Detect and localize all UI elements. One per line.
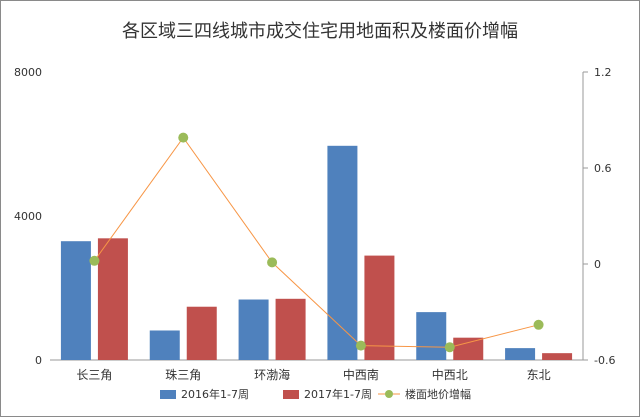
- bar-2017-2: [275, 298, 306, 360]
- legend-item-2: 楼面地价增幅: [378, 387, 471, 401]
- bar-2016-0: [60, 241, 91, 360]
- price-growth-point-5: [533, 319, 544, 330]
- right-tick-label: -0.6: [594, 354, 615, 367]
- right-tick-label: 0: [594, 258, 601, 271]
- bars: [60, 145, 573, 360]
- bar-2017-5: [542, 353, 573, 360]
- category-label: 珠三角: [165, 368, 201, 382]
- category-labels: 长三角 珠三角 环渤海 中西南 中西北 东北: [76, 367, 550, 382]
- bar-2016-5: [505, 348, 536, 360]
- legend-item-1: 2017年1-7周: [283, 387, 372, 401]
- legend-item-0: 2016年1-7周: [160, 387, 249, 401]
- price-growth-point-2: [267, 257, 278, 268]
- category-label: 环渤海: [254, 367, 290, 382]
- category-label: 中西南: [343, 367, 379, 382]
- legend-label: 2017年1-7周: [304, 387, 372, 401]
- chart-title: 各区域三四线城市成交住宅用地面积及楼面价增幅: [122, 21, 518, 42]
- bar-2016-4: [416, 312, 447, 360]
- price-growth-point-0: [89, 255, 100, 266]
- line-series: [89, 132, 544, 353]
- right-tick-label: 1.2: [594, 66, 612, 79]
- bar-2016-3: [327, 145, 358, 360]
- bar-2017-0: [97, 238, 128, 360]
- category-label: 长三角: [76, 368, 112, 382]
- price-growth-point-3: [355, 340, 366, 351]
- legend-label: 2016年1-7周: [181, 387, 249, 401]
- left-tick-label: 4000: [14, 210, 42, 223]
- category-label: 东北: [527, 368, 551, 382]
- left-tick-label: 8000: [14, 66, 42, 79]
- axes: 0 4000 8000 -0.6 0 0.6 1.2: [14, 66, 615, 367]
- price-growth-point-1: [178, 132, 189, 143]
- price-growth-line: [94, 136, 539, 348]
- right-tick-label: 0.6: [594, 162, 612, 175]
- bar-2016-1: [149, 330, 180, 360]
- category-label: 中西北: [432, 367, 468, 382]
- price-growth-point-4: [444, 342, 455, 353]
- left-tick-label: 0: [35, 354, 42, 367]
- legend-swatch: [160, 390, 176, 399]
- legend: 2016年1-7周 2017年1-7周 楼面地价增幅: [160, 387, 471, 401]
- legend-label: 楼面地价增幅: [405, 387, 471, 401]
- legend-marker: [385, 390, 393, 398]
- bar-2017-4: [453, 337, 484, 360]
- legend-swatch: [283, 390, 299, 399]
- bar-2017-1: [186, 306, 217, 360]
- bar-2017-3: [364, 255, 395, 360]
- bar-2016-2: [238, 299, 269, 360]
